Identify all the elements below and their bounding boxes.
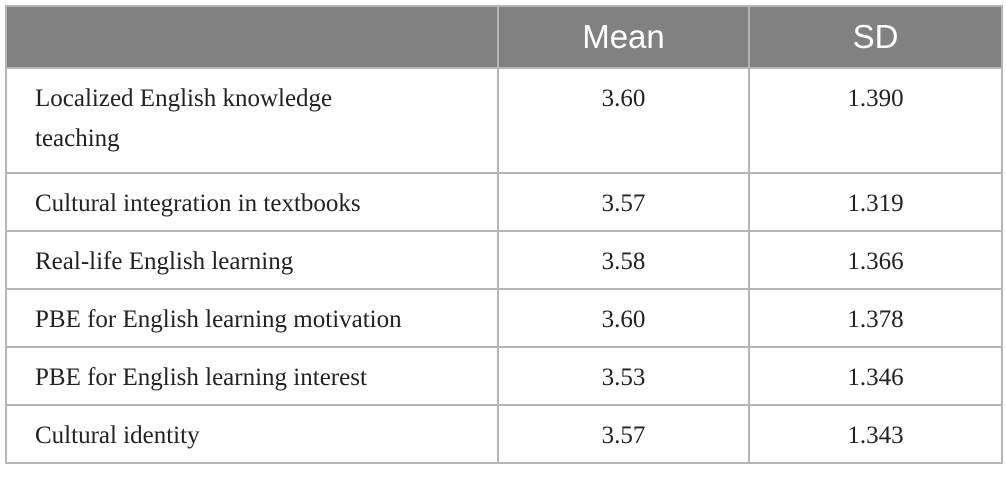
value-text: 1.390	[847, 85, 904, 112]
value-cell: 3.60	[497, 288, 750, 348]
table-row: Cultural integration in textbooks 3.57 1.3…	[5, 172, 1003, 232]
value-cell: 3.57	[497, 172, 750, 232]
value-text: 3.57	[601, 190, 646, 217]
table-row: Cultural identity 3.57 1.343	[5, 404, 1003, 464]
header-row: Mean SD	[5, 5, 1003, 69]
value-cell: 1.390	[748, 67, 1003, 174]
table-row: PBE for English learning interest 3.53 1.3…	[5, 346, 1003, 406]
value-cell: 3.57	[497, 404, 750, 464]
table-body: Localized English knowledge teaching 3.60…	[5, 67, 1003, 464]
row-label-cell: PBE for English learning motivation	[5, 288, 499, 348]
header-cell: Mean	[497, 5, 750, 69]
row-label-cell: Real-life English learning	[5, 230, 499, 290]
row-label: Cultural integration in textbooks	[35, 190, 361, 217]
value-text: 3.60	[601, 85, 646, 112]
value-cell: 1.366	[748, 230, 1003, 290]
row-label: Real-life English learning	[35, 248, 294, 275]
value-cell: 1.319	[748, 172, 1003, 232]
value-cell: 3.53	[497, 346, 750, 406]
value-text: 1.343	[847, 422, 904, 449]
value-cell: 1.346	[748, 346, 1003, 406]
value-text: 1.378	[847, 306, 904, 333]
table-header: Mean SD	[5, 5, 1003, 69]
value-text: 3.53	[601, 364, 646, 391]
row-label: PBE for English learning motivation	[35, 306, 402, 333]
value-cell: 1.343	[748, 404, 1003, 464]
value-text: 1.319	[847, 190, 904, 217]
row-label-cell: PBE for English learning interest	[5, 346, 499, 406]
table-row: Real-life English learning 3.58 1.366	[5, 230, 1003, 290]
value-text: 1.346	[847, 364, 904, 391]
table-row: Localized English knowledge teaching 3.60…	[5, 67, 1003, 174]
data-table: Mean SD Localized English knowledge teac…	[5, 5, 1003, 464]
header-cell: SD	[748, 5, 1003, 69]
row-label-cell: Localized English knowledge teaching	[5, 67, 499, 174]
value-cell: 1.378	[748, 288, 1003, 348]
header-cell-empty	[5, 5, 499, 69]
value-text: 3.57	[601, 422, 646, 449]
row-label-cell: Cultural identity	[5, 404, 499, 464]
value-text: 3.60	[601, 306, 646, 333]
table-row: PBE for English learning motivation 3.60 1…	[5, 288, 1003, 348]
value-text: 1.366	[847, 248, 904, 275]
value-text: 3.58	[601, 248, 646, 275]
row-label: PBE for English learning interest	[35, 364, 367, 391]
row-label-cell: Cultural integration in textbooks	[5, 172, 499, 232]
value-cell: 3.60	[497, 67, 750, 174]
row-label: Cultural identity	[35, 422, 200, 449]
value-cell: 3.58	[497, 230, 750, 290]
row-label: Localized English knowledge teaching	[35, 85, 333, 152]
